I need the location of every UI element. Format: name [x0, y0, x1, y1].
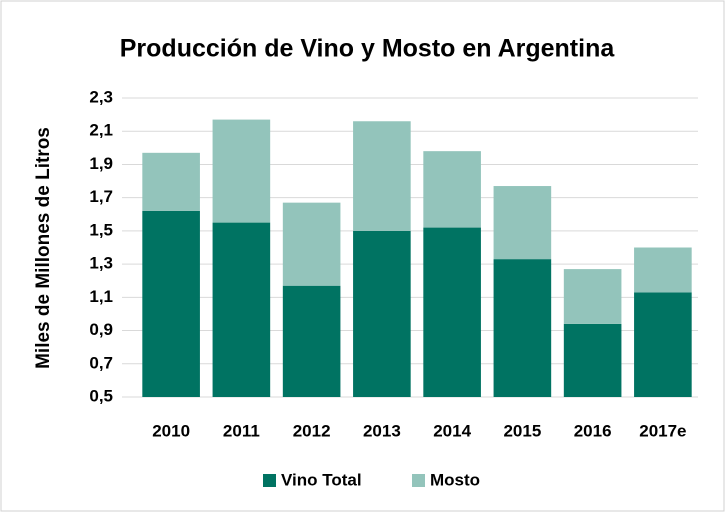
bar-segment [212, 222, 271, 397]
x-tick-label: 2011 [223, 421, 260, 440]
bar-segment [493, 186, 552, 260]
y-axis-label: Miles de Millones de Litros [33, 127, 54, 369]
bar-segment [563, 323, 622, 397]
bar-segment [282, 202, 341, 286]
bar-segment [423, 151, 481, 228]
y-tick-label: 0,7 [89, 353, 113, 372]
bar-segment [563, 269, 622, 324]
bar-segment [634, 292, 692, 397]
y-tick-label: 0,9 [89, 320, 113, 339]
y-tick-label: 1,7 [89, 187, 113, 206]
x-tick-label: 2012 [293, 421, 331, 440]
bar-segment [353, 121, 411, 231]
legend-swatch [412, 474, 425, 487]
x-tick-label: 2017e [639, 421, 686, 440]
y-tick-label: 2,1 [89, 121, 113, 140]
x-tick-label: 2015 [503, 421, 541, 440]
bar-segment [142, 210, 200, 397]
legend-label: Vino Total [281, 470, 362, 489]
x-tick-label: 2010 [152, 421, 190, 440]
y-tick-label: 1,9 [89, 154, 113, 173]
y-tick-label: 1,3 [89, 254, 113, 273]
bar-segment [423, 227, 481, 397]
bar-segment [212, 119, 271, 223]
bar-segment [634, 247, 692, 293]
chart-title: Producción de Vino y Mosto en Argentina [120, 35, 616, 63]
y-tick-label: 0,5 [89, 386, 113, 405]
legend-label: Mosto [430, 470, 480, 489]
bar-segment [142, 152, 200, 211]
x-tick-label: 2014 [433, 421, 471, 440]
y-tick-label: 2,3 [89, 87, 113, 106]
x-tick-label: 2016 [574, 421, 612, 440]
bar-segment [353, 230, 411, 397]
y-tick-label: 1,5 [89, 220, 113, 239]
x-tick-label: 2013 [363, 421, 401, 440]
bar-segment [282, 285, 341, 397]
bar-segment [493, 259, 552, 397]
y-tick-label: 1,1 [89, 287, 113, 306]
legend-swatch [263, 474, 276, 487]
